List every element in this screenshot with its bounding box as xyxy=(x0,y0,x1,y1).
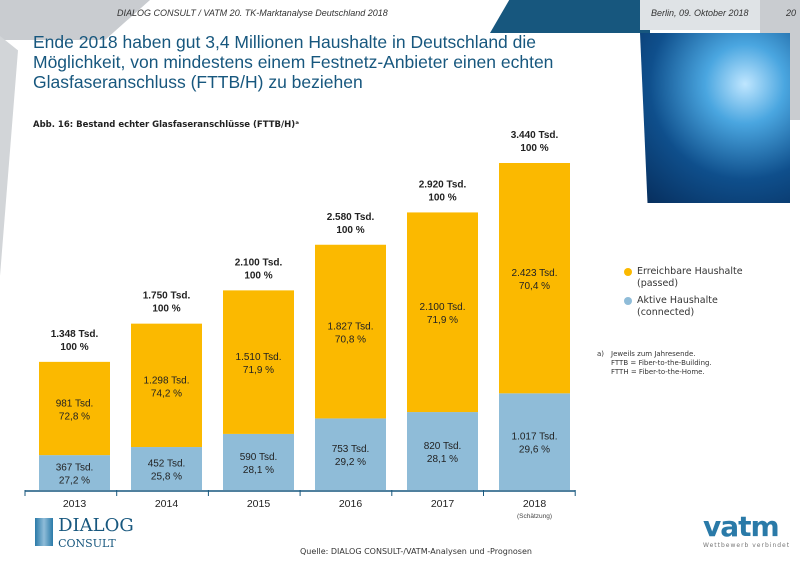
header-date-box xyxy=(640,0,760,30)
legend-dot-connected xyxy=(624,297,632,305)
page-number: 20 xyxy=(786,8,797,18)
total-label: 1.348 Tsd. xyxy=(51,329,99,340)
total-label: 1.750 Tsd. xyxy=(143,291,191,302)
header-decoration-dark xyxy=(490,0,650,33)
connected-pct: 29,6 % xyxy=(519,445,550,456)
chart-title: Abb. 16: Bestand echter Glasfaseranschlü… xyxy=(33,120,299,130)
dialog-consult-logo: DIALOG CONSULT xyxy=(35,517,134,552)
footnote-line: FTTB = Fiber-to-the-Building. xyxy=(611,359,712,367)
passed-pct: 70,4 % xyxy=(519,281,550,292)
legend-label: (passed) xyxy=(637,278,679,289)
footnote-line: Jeweils zum Jahresende. xyxy=(611,350,696,358)
legend-item-connected: Aktive Haushalte (connected) xyxy=(624,295,718,319)
connected-pct: 28,1 % xyxy=(427,454,458,465)
bar-connected-2014 xyxy=(131,447,202,490)
bar-passed-2018 xyxy=(499,163,570,394)
legend-label: Erreichbare Haushalte xyxy=(637,266,743,277)
x-tick-label: 2016 xyxy=(339,498,363,510)
vatm-tagline: Wettbewerb verbindet xyxy=(703,542,791,549)
passed-pct: 71,9 % xyxy=(427,315,458,326)
passed-label: 1.510 Tsd. xyxy=(236,352,282,363)
bar-connected-2018 xyxy=(499,393,570,490)
passed-label: 2.100 Tsd. xyxy=(420,302,466,313)
footnote-marker: a) xyxy=(597,350,605,358)
total-pct: 100 % xyxy=(520,143,548,154)
total-pct: 100 % xyxy=(336,225,364,236)
passed-pct: 71,9 % xyxy=(243,365,274,376)
bar-connected-2015 xyxy=(223,433,294,490)
passed-pct: 72,8 % xyxy=(59,411,90,422)
total-label: 3.440 Tsd. xyxy=(511,130,559,141)
passed-pct: 74,2 % xyxy=(151,388,182,399)
x-tick-label: 2017 xyxy=(431,498,455,510)
source-note: Quelle: DIALOG CONSULT-/VATM-Analysen un… xyxy=(300,547,532,556)
x-tick-label: 2015 xyxy=(247,498,271,510)
header-text: DIALOG CONSULT / VATM 20. TK-Marktanalys… xyxy=(117,8,388,18)
passed-label: 1.827 Tsd. xyxy=(328,322,374,333)
connected-label: 820 Tsd. xyxy=(424,441,462,452)
total-pct: 100 % xyxy=(428,192,456,203)
legend-label: (connected) xyxy=(637,307,695,318)
bar-passed-2016 xyxy=(315,244,386,419)
connected-label: 452 Tsd. xyxy=(148,459,186,470)
total-pct: 100 % xyxy=(60,342,88,353)
connected-pct: 27,2 % xyxy=(59,476,90,487)
footnote: a) Jeweils zum Jahresende. FTTB = Fiber-… xyxy=(597,350,712,377)
x-tick-label: 2018 xyxy=(523,498,547,510)
bar-connected-2013 xyxy=(39,455,110,490)
vatm-logo: vatm Wettbewerb verbindet xyxy=(703,512,790,550)
bar-connected-2016 xyxy=(315,418,386,490)
total-label: 2.580 Tsd. xyxy=(327,212,375,223)
x-tick-note: (Schätzung) xyxy=(517,513,552,520)
page-title: Ende 2018 haben gut 3,4 Millionen Hausha… xyxy=(33,32,554,92)
vatm-logo-text: vatm xyxy=(703,510,780,543)
passed-pct: 70,8 % xyxy=(335,335,366,346)
total-pct: 100 % xyxy=(152,304,180,315)
legend-item-passed: Erreichbare Haushalte (passed) xyxy=(624,266,743,290)
connected-label: 590 Tsd. xyxy=(240,452,278,463)
bar-passed-2014 xyxy=(131,323,202,448)
bar-connected-2017 xyxy=(407,412,478,490)
bar-passed-2013 xyxy=(39,361,110,456)
bar-passed-2015 xyxy=(223,290,294,434)
passed-label: 2.423 Tsd. xyxy=(512,268,558,279)
passed-label: 981 Tsd. xyxy=(56,398,94,409)
total-pct: 100 % xyxy=(244,270,272,281)
connected-label: 1.017 Tsd. xyxy=(512,432,558,443)
x-tick-label: 2014 xyxy=(155,498,179,510)
bar-passed-2017 xyxy=(407,212,478,413)
connected-pct: 28,1 % xyxy=(243,465,274,476)
legend-dot-passed xyxy=(624,268,632,276)
total-label: 2.100 Tsd. xyxy=(235,257,283,268)
passed-label: 1.298 Tsd. xyxy=(144,375,190,386)
connected-label: 367 Tsd. xyxy=(56,463,94,474)
total-label: 2.920 Tsd. xyxy=(419,179,467,190)
footnote-line: FTTH = Fiber-to-the-Home. xyxy=(611,368,705,376)
connected-label: 753 Tsd. xyxy=(332,444,370,455)
fiber-optic-image xyxy=(640,33,790,203)
header-date: Berlin, 09. Oktober 2018 xyxy=(651,8,749,18)
x-tick-label: 2013 xyxy=(63,498,87,510)
connected-pct: 29,2 % xyxy=(335,457,366,468)
connected-pct: 25,8 % xyxy=(151,472,182,483)
legend-label: Aktive Haushalte xyxy=(637,295,718,306)
